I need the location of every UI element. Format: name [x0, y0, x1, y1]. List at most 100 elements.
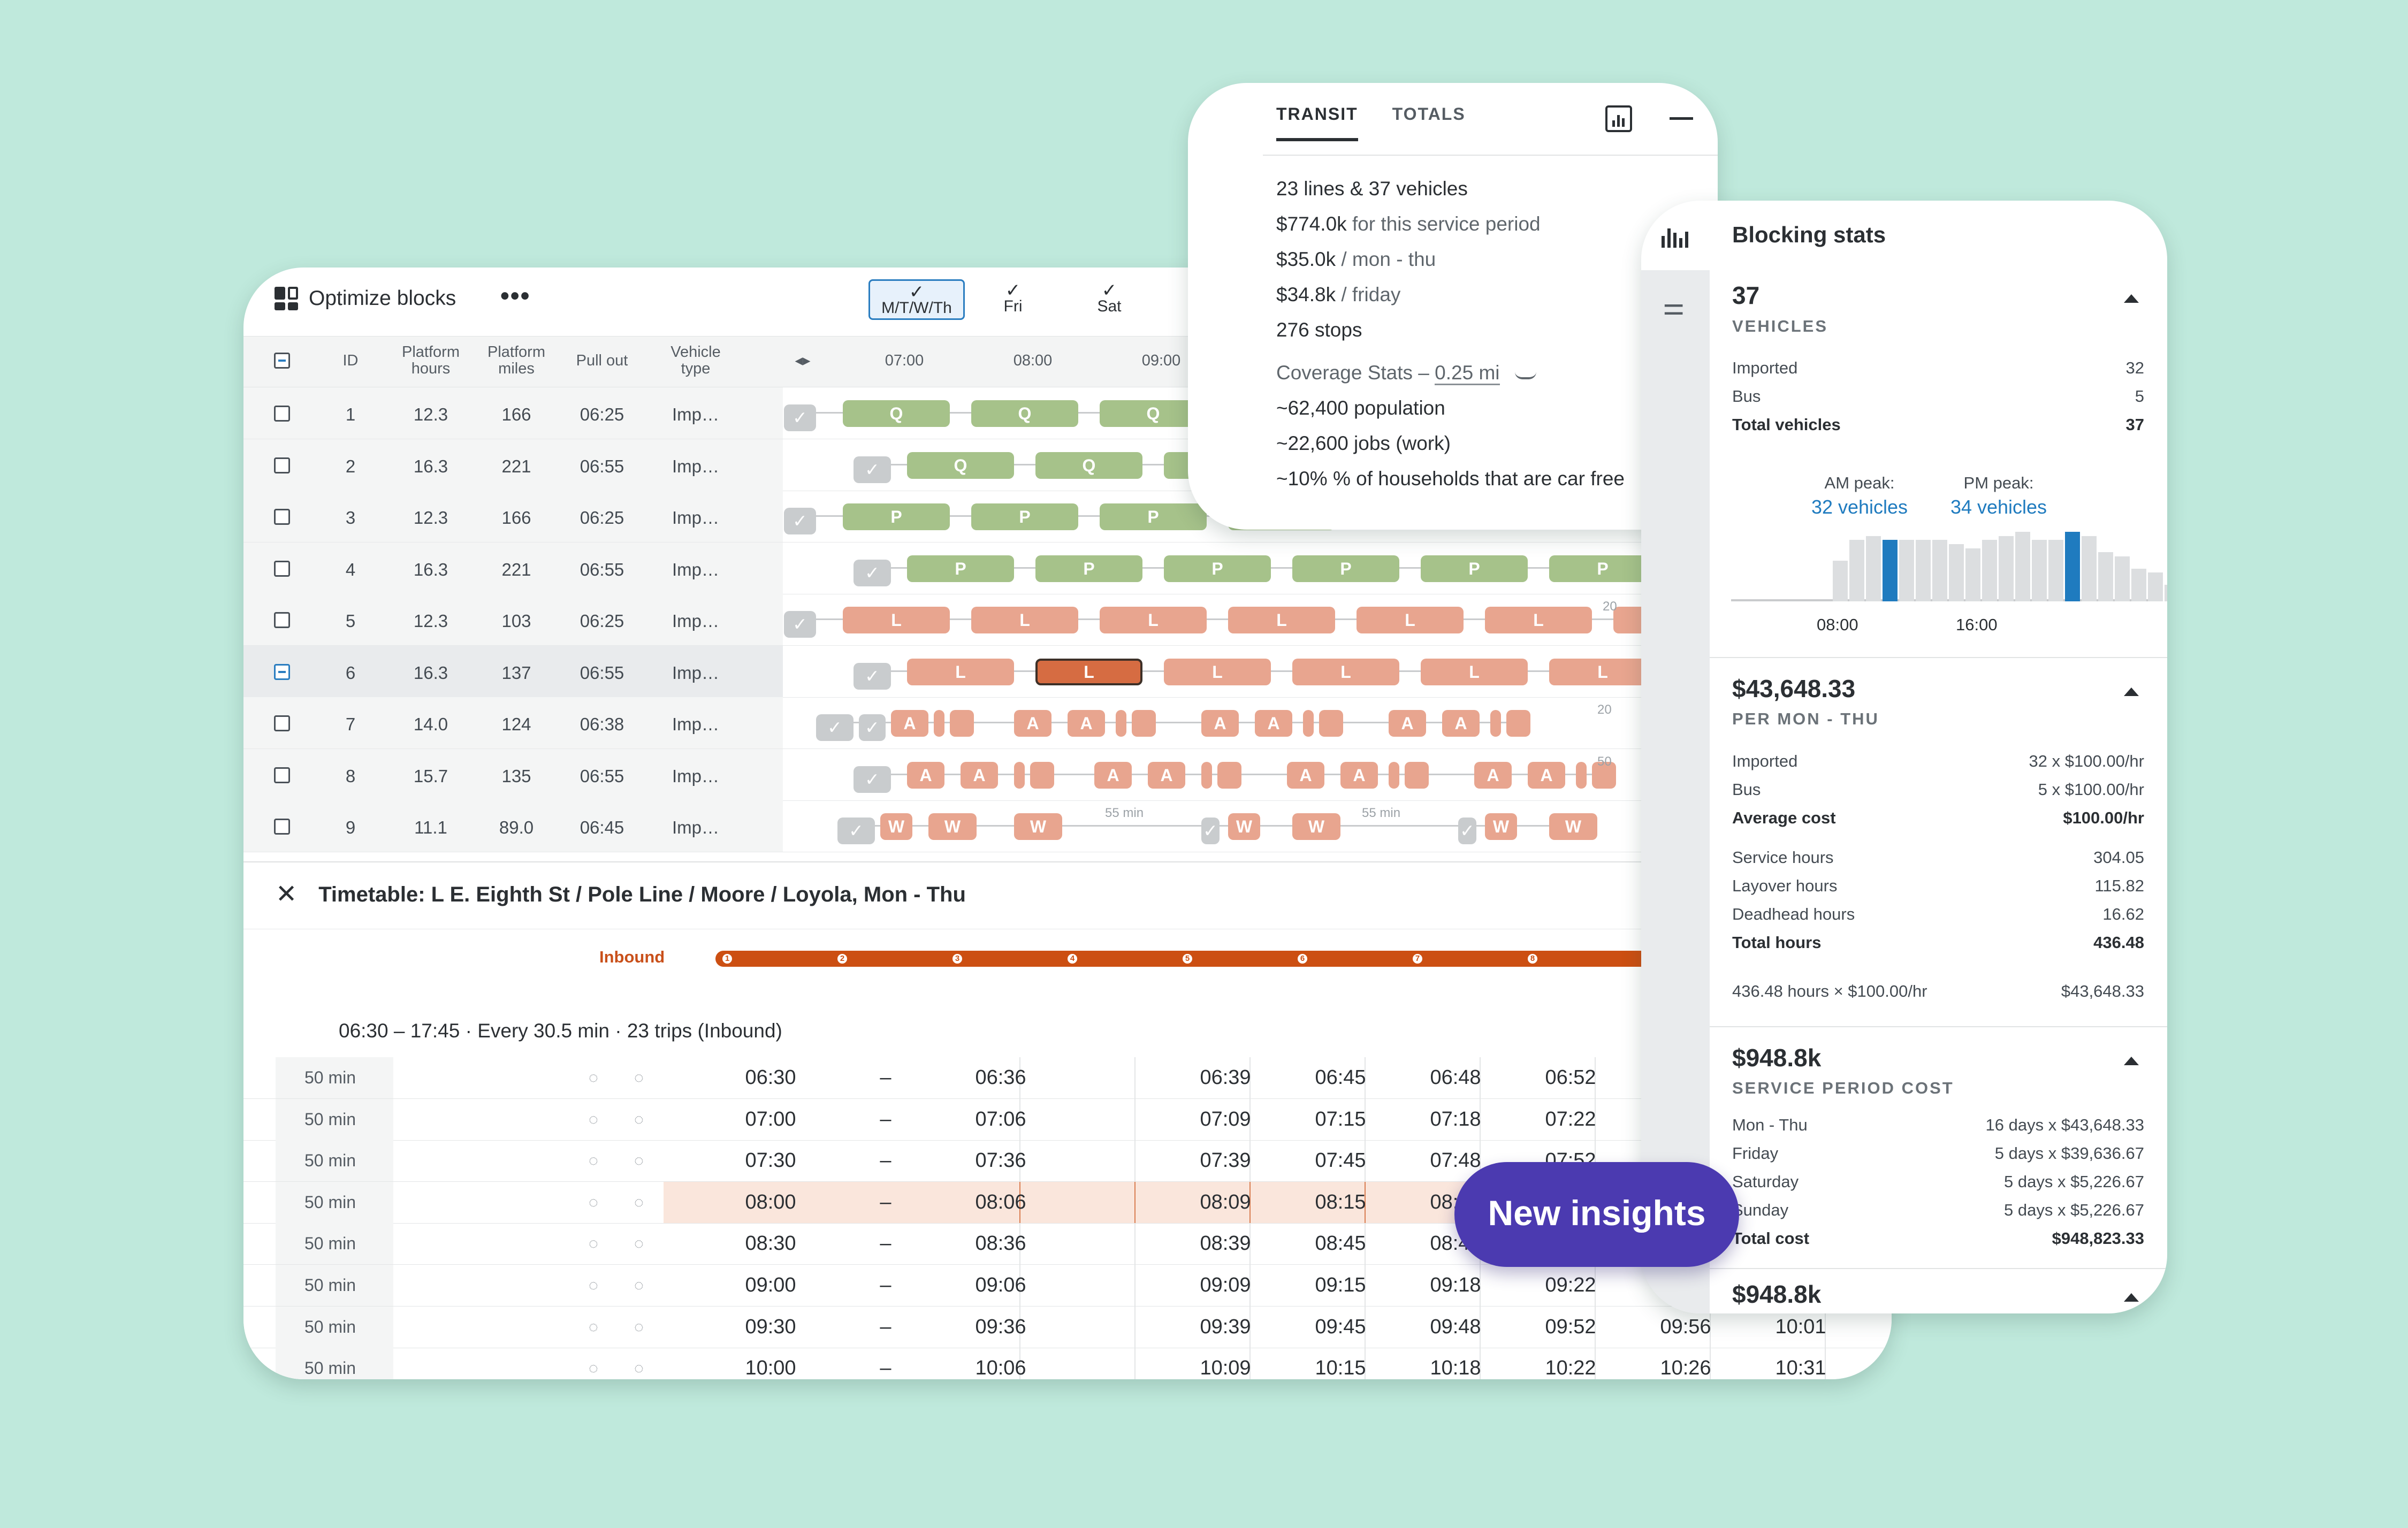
trip-segment[interactable]: Q: [1035, 452, 1142, 479]
sliders-icon[interactable]: ⚌: [1663, 292, 1685, 320]
new-insights-button[interactable]: New insights: [1454, 1162, 1739, 1267]
more-options-icon[interactable]: •••: [500, 282, 531, 310]
trip-segment[interactable]: [1132, 710, 1156, 737]
trip-segment[interactable]: [1303, 710, 1314, 737]
bar-chart-icon[interactable]: [1605, 105, 1632, 132]
stop-time[interactable]: 06:52: [1545, 1066, 1596, 1089]
row-checkbox[interactable]: [274, 560, 290, 577]
histogram-bar[interactable]: [2115, 556, 2130, 601]
stop-time[interactable]: 07:15: [1315, 1107, 1366, 1130]
stop-time[interactable]: 10:09: [1200, 1357, 1251, 1379]
block-check-segment[interactable]: ✓: [784, 611, 816, 638]
route-stop[interactable]: 6: [1296, 952, 1309, 965]
trip-segment[interactable]: P: [1035, 555, 1142, 582]
stop-time[interactable]: 08:36: [975, 1232, 1026, 1255]
collapse-icon[interactable]: [2124, 1057, 2139, 1065]
trip-segment[interactable]: [1405, 761, 1429, 789]
stop-time[interactable]: 08:06: [975, 1190, 1026, 1213]
stop-time[interactable]: 06:36: [975, 1066, 1026, 1089]
stop-time[interactable]: 10:15: [1315, 1357, 1366, 1379]
histogram-bar[interactable]: [1833, 561, 1848, 601]
block-row[interactable]: 7 14.0 124 06:38 Imp… ✓ ✓ A A A A A A A 20: [243, 697, 1892, 749]
stop-time[interactable]: 09:06: [975, 1274, 1026, 1296]
trip-segment[interactable]: L: [1421, 658, 1528, 685]
trip-segment[interactable]: L: [1164, 658, 1271, 685]
row-checkbox[interactable]: [274, 715, 290, 731]
route-stop[interactable]: 5: [1181, 952, 1194, 965]
trip-start-time[interactable]: 07:30: [745, 1149, 796, 1172]
trip-segment[interactable]: [934, 710, 944, 737]
timetable-row[interactable]: 50 min◌◌06:30–06:3606:3906:4506:4806:520…: [243, 1057, 1892, 1099]
trip-start-time[interactable]: 09:00: [745, 1274, 796, 1296]
histogram-bar[interactable]: [1849, 540, 1864, 601]
tab-transit[interactable]: TRANSIT: [1276, 104, 1358, 141]
trip-segment[interactable]: A: [1528, 761, 1565, 789]
sidebar-tab-stats[interactable]: [1641, 201, 1710, 270]
trip-segment[interactable]: P: [1100, 503, 1207, 530]
trip-segment[interactable]: A: [1389, 710, 1426, 737]
stop-time[interactable]: 08:15: [1315, 1190, 1366, 1213]
stop-time[interactable]: 09:48: [1430, 1315, 1481, 1338]
trip-segment[interactable]: Q: [843, 400, 950, 427]
block-check-segment[interactable]: ✓: [854, 559, 891, 586]
stop-time[interactable]: 09:39: [1200, 1315, 1251, 1338]
stop-time[interactable]: 09:56: [1660, 1315, 1711, 1338]
eye-closed-icon[interactable]: [1514, 372, 1536, 379]
stop-time[interactable]: 08:45: [1315, 1232, 1366, 1255]
trip-segment[interactable]: P: [1292, 555, 1399, 582]
col-pull-out[interactable]: Pull out: [576, 352, 628, 369]
stop-time[interactable]: 10:01: [1775, 1315, 1826, 1338]
stop-time[interactable]: 09:15: [1315, 1274, 1366, 1296]
collapse-icon[interactable]: [2124, 1293, 2139, 1302]
trip-start-time[interactable]: 08:00: [745, 1190, 796, 1213]
trip-segment[interactable]: W: [1485, 813, 1517, 840]
row-checkbox[interactable]: [274, 767, 290, 783]
stop-time[interactable]: 08:39: [1200, 1232, 1251, 1255]
histogram-bar[interactable]: [1899, 540, 1914, 601]
histogram-bar[interactable]: [1965, 548, 1980, 601]
trip-segment[interactable]: L: [1292, 658, 1399, 685]
stop-time[interactable]: 10:18: [1430, 1357, 1481, 1379]
stop-time[interactable]: 06:39: [1200, 1066, 1251, 1089]
row-checkbox[interactable]: [274, 612, 290, 628]
trip-segment[interactable]: Q: [907, 452, 1014, 479]
histogram-bar[interactable]: [2148, 572, 2163, 601]
trip-segment[interactable]: P: [1549, 555, 1656, 582]
block-check-segment[interactable]: ✓: [784, 508, 816, 534]
trip-segment[interactable]: W: [1292, 813, 1340, 840]
select-all-checkbox[interactable]: [274, 353, 290, 369]
histogram-bar[interactable]: [1916, 540, 1931, 601]
block-check-segment[interactable]: ✓: [1201, 818, 1220, 844]
col-vehicle-type[interactable]: Vehicle type: [670, 343, 721, 377]
trip-segment[interactable]: [950, 710, 974, 737]
block-check-segment[interactable]: ✓: [816, 714, 854, 741]
row-checkbox[interactable]: [274, 663, 290, 680]
histogram-bar[interactable]: [2082, 536, 2097, 601]
stop-time[interactable]: 10:31: [1775, 1357, 1826, 1379]
trip-segment[interactable]: L: [1035, 658, 1142, 685]
stop-time[interactable]: 10:04: [1862, 1307, 1892, 1348]
day-tab-sat[interactable]: ✓ Sat: [1061, 279, 1157, 320]
stop-time[interactable]: 09:45: [1315, 1315, 1366, 1338]
trip-segment[interactable]: W: [1549, 813, 1597, 840]
histogram-bar[interactable]: [1982, 540, 1997, 601]
trip-segment[interactable]: [1576, 761, 1587, 789]
stop-time[interactable]: 09:18: [1430, 1274, 1481, 1296]
block-row[interactable]: 9 11.1 89.0 06:45 Imp… ✓ W W W ✓ W W ✓ W W 55 min 55 min: [243, 800, 1892, 852]
trip-segment[interactable]: P: [907, 555, 1014, 582]
histogram-bar[interactable]: [2131, 569, 2146, 601]
trip-segment[interactable]: [1201, 761, 1212, 789]
day-tab-fri[interactable]: ✓ Fri: [965, 279, 1061, 320]
stop-time[interactable]: 07:45: [1315, 1149, 1366, 1172]
coverage-radius-select[interactable]: 0.25 mi: [1435, 362, 1500, 385]
trip-segment[interactable]: A: [1255, 710, 1292, 737]
trip-segment[interactable]: A: [961, 761, 998, 789]
trip-segment[interactable]: A: [1094, 761, 1132, 789]
trip-segment[interactable]: [1319, 710, 1343, 737]
stop-time[interactable]: 10:26: [1660, 1357, 1711, 1379]
histogram-bar[interactable]: [1866, 536, 1881, 601]
route-stop[interactable]: 3: [951, 952, 964, 965]
trip-segment[interactable]: A: [1148, 761, 1185, 789]
